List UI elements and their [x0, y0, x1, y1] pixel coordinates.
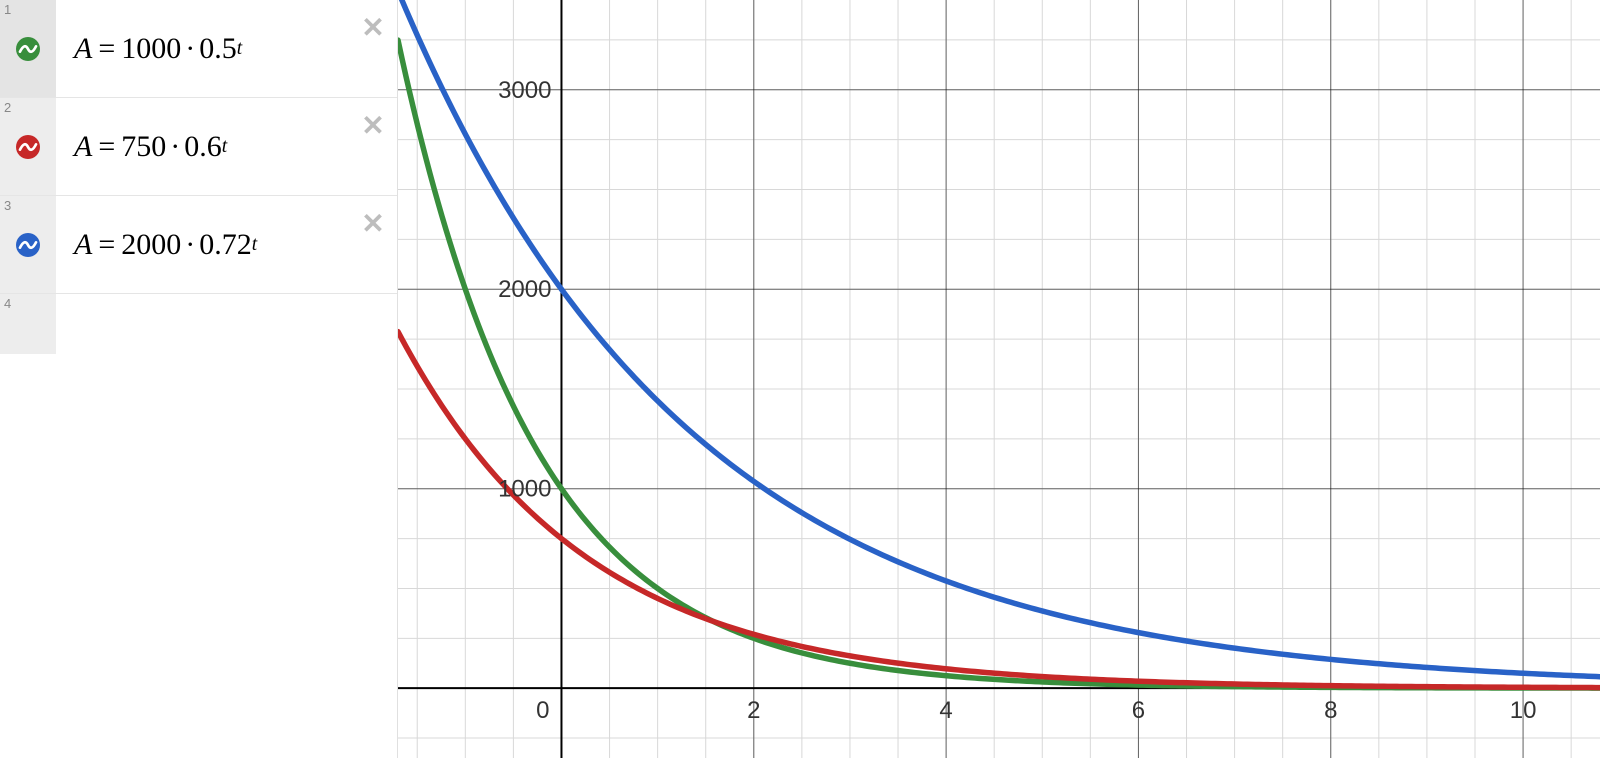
svg-text:3000: 3000 [498, 77, 551, 104]
color-badge-icon[interactable] [10, 129, 46, 165]
expression-tab[interactable]: 1 [0, 0, 56, 97]
svg-text:4: 4 [939, 697, 952, 724]
expression-row[interactable]: 2 A=750·0.6t ✕ [0, 98, 397, 196]
expression-tab[interactable]: 3 [0, 196, 56, 293]
svg-text:2: 2 [747, 697, 760, 724]
expression-index: 1 [4, 2, 11, 17]
color-badge-icon[interactable] [10, 31, 46, 67]
expression-sidebar: 1 A=1000·0.5t ✕ 2 A=750·0.6t ✕ [0, 0, 398, 758]
expression-row-empty[interactable]: 4 [0, 294, 397, 354]
delete-expression-icon[interactable]: ✕ [359, 210, 387, 238]
expression-index: 3 [4, 198, 11, 213]
expression-input[interactable]: A=750·0.6t [56, 98, 397, 195]
app-root: 1 A=1000·0.5t ✕ 2 A=750·0.6t ✕ [0, 0, 1600, 758]
expression-tab[interactable]: 2 [0, 98, 56, 195]
delete-expression-icon[interactable]: ✕ [359, 112, 387, 140]
svg-text:0: 0 [536, 697, 549, 724]
graph-svg: 1000 2000 3000 0 2 4 6 8 10 [398, 0, 1600, 758]
expression-index: 2 [4, 100, 11, 115]
expression-input[interactable] [56, 294, 397, 354]
svg-text:1000: 1000 [498, 476, 551, 503]
expression-input[interactable]: A=1000·0.5t [56, 0, 397, 97]
svg-text:10: 10 [1510, 697, 1537, 724]
expression-row[interactable]: 1 A=1000·0.5t ✕ [0, 0, 397, 98]
svg-text:6: 6 [1132, 697, 1145, 724]
color-badge-icon[interactable] [10, 227, 46, 263]
expression-input[interactable]: A=2000·0.72t [56, 196, 397, 293]
expression-row[interactable]: 3 A=2000·0.72t ✕ [0, 196, 397, 294]
svg-text:2000: 2000 [498, 276, 551, 303]
graph-canvas[interactable]: 1000 2000 3000 0 2 4 6 8 10 [398, 0, 1600, 758]
svg-text:8: 8 [1324, 697, 1337, 724]
expression-tab[interactable]: 4 [0, 294, 56, 354]
delete-expression-icon[interactable]: ✕ [359, 14, 387, 42]
expression-index: 4 [4, 296, 11, 311]
